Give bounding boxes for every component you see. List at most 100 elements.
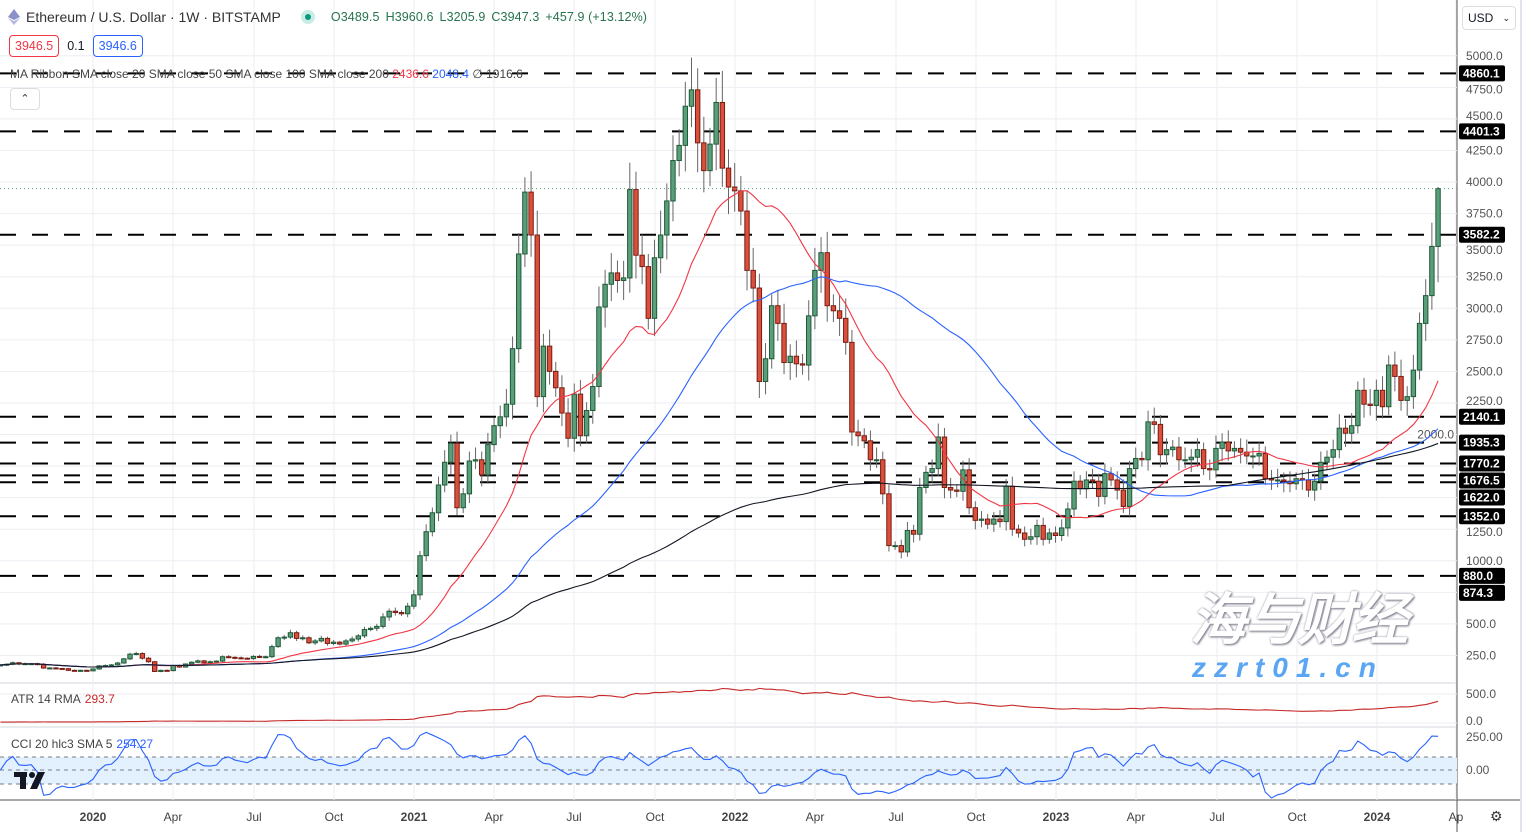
candle[interactable] [417, 550, 423, 600]
candle[interactable] [1423, 279, 1429, 341]
atr-legend[interactable]: ATR 14 RMA 293.7 [11, 692, 115, 706]
candle[interactable] [744, 191, 750, 291]
candle[interactable] [1046, 528, 1053, 544]
candle[interactable] [226, 655, 232, 659]
candle[interactable] [1157, 414, 1164, 468]
candle[interactable] [1139, 451, 1145, 467]
candle[interactable] [812, 247, 818, 330]
candle[interactable] [1398, 359, 1404, 411]
candle[interactable] [114, 661, 121, 666]
candle[interactable] [158, 669, 164, 673]
candle[interactable] [799, 354, 806, 375]
candle[interactable] [367, 626, 374, 632]
candle[interactable] [71, 669, 78, 672]
candle[interactable] [682, 81, 689, 172]
candle[interactable] [1200, 442, 1207, 476]
candle[interactable] [1077, 475, 1083, 495]
candle[interactable] [361, 626, 368, 639]
candle[interactable] [960, 460, 966, 501]
candle[interactable] [1410, 354, 1417, 409]
candle[interactable] [349, 636, 355, 643]
candle[interactable] [984, 514, 991, 530]
candle[interactable] [65, 667, 72, 672]
candle[interactable] [725, 149, 732, 215]
candle[interactable] [694, 68, 701, 173]
candle[interactable] [602, 269, 608, 328]
candle[interactable] [954, 484, 960, 498]
candle[interactable] [1194, 438, 1201, 467]
candle[interactable] [546, 329, 553, 385]
candle[interactable] [614, 260, 621, 293]
candle[interactable] [904, 521, 911, 557]
candle[interactable] [713, 77, 719, 171]
candle[interactable] [392, 607, 399, 616]
cci-legend[interactable]: CCI 20 hlc3 SMA 5 254.27 [11, 737, 153, 751]
candle[interactable] [645, 253, 651, 330]
candle[interactable] [429, 507, 436, 537]
candle[interactable] [608, 253, 614, 302]
candle[interactable] [670, 135, 676, 222]
candle[interactable] [293, 630, 300, 642]
candle[interactable] [121, 658, 127, 664]
candle[interactable] [577, 380, 584, 447]
candle[interactable] [528, 171, 534, 257]
candle[interactable] [806, 300, 812, 381]
candle[interactable] [312, 638, 318, 645]
candle[interactable] [639, 234, 645, 285]
candle[interactable] [935, 423, 941, 477]
candle[interactable] [991, 512, 997, 532]
candle[interactable] [596, 286, 602, 398]
candle[interactable] [1392, 351, 1398, 392]
candle[interactable] [441, 450, 448, 493]
candle[interactable] [676, 129, 682, 177]
candle[interactable] [503, 388, 510, 427]
candle[interactable] [59, 667, 65, 670]
candle[interactable] [978, 511, 985, 528]
candle[interactable] [1120, 479, 1127, 513]
candle[interactable] [1311, 473, 1318, 501]
candle[interactable] [1373, 379, 1380, 421]
candle[interactable] [731, 163, 738, 212]
candle[interactable] [1231, 441, 1238, 458]
candle[interactable] [324, 636, 331, 646]
candle[interactable] [1040, 517, 1046, 546]
candle[interactable] [627, 162, 633, 293]
candle[interactable] [238, 656, 244, 660]
candle[interactable] [1021, 526, 1028, 547]
candle[interactable] [472, 447, 479, 470]
candle[interactable] [1028, 528, 1034, 545]
candle[interactable] [460, 488, 466, 514]
candle[interactable] [152, 660, 158, 672]
candle[interactable] [479, 451, 485, 487]
candle[interactable] [485, 432, 491, 484]
candle[interactable] [1404, 386, 1410, 416]
candle[interactable] [1416, 312, 1423, 380]
candle[interactable] [250, 655, 257, 660]
candle[interactable] [1250, 447, 1256, 469]
candle[interactable] [398, 610, 405, 616]
candle[interactable] [306, 636, 312, 645]
candle[interactable] [1071, 471, 1077, 517]
candle[interactable] [1213, 435, 1219, 478]
collapse-legend-button[interactable]: ⌃ [10, 88, 40, 110]
candle[interactable] [534, 210, 540, 408]
candle[interactable] [355, 634, 362, 642]
candle[interactable] [1429, 222, 1435, 310]
candle[interactable] [1207, 459, 1213, 481]
candle[interactable] [565, 398, 571, 448]
candle[interactable] [380, 613, 386, 629]
candle[interactable] [1348, 413, 1355, 444]
candle[interactable] [1225, 430, 1231, 461]
candle[interactable] [762, 342, 769, 395]
candle[interactable] [707, 127, 713, 187]
candle[interactable] [830, 294, 837, 323]
currency-select[interactable]: USD ⌄ [1462, 6, 1516, 30]
candle[interactable] [657, 210, 664, 274]
candle[interactable] [1034, 519, 1040, 545]
candle[interactable] [861, 428, 867, 449]
candle[interactable] [1096, 473, 1102, 507]
candle[interactable] [1268, 469, 1275, 490]
candle[interactable] [997, 510, 1003, 528]
candle[interactable] [769, 294, 775, 369]
candle[interactable] [127, 652, 133, 661]
